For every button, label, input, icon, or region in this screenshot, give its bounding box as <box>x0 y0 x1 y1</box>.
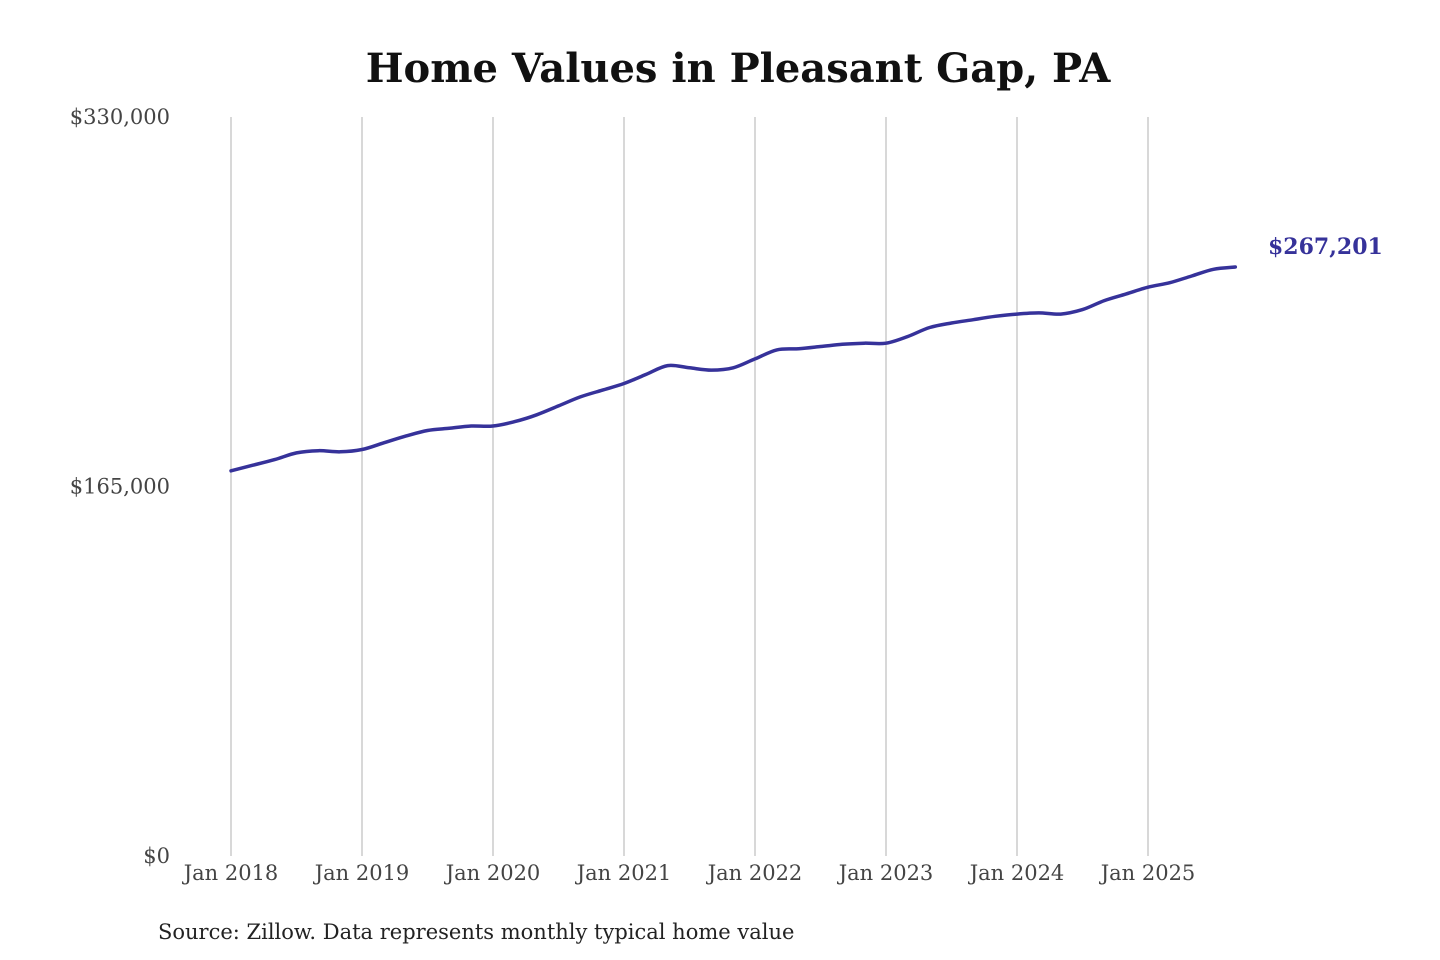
x-axis-ticks: Jan 2018 Jan 2019 Jan 2020 Jan 2021 Jan 2022… <box>182 861 1196 885</box>
series-line <box>229 265 1238 473</box>
x-tick-label: Jan 2021 <box>575 861 672 885</box>
x-tick-label: Jan 2018 <box>182 861 279 885</box>
y-tick-label: $0 <box>143 844 170 868</box>
x-tick-label: Jan 2025 <box>1099 861 1196 885</box>
y-axis-ticks: $0 $165,000 $330,000 <box>70 105 170 868</box>
chart-title: Home Values in Pleasant Gap, PA <box>366 45 1111 92</box>
x-tick-label: Jan 2023 <box>837 861 934 885</box>
x-tick-label: Jan 2020 <box>444 861 541 885</box>
gridlines <box>230 117 1149 856</box>
end-value-label: $267,201 <box>1268 234 1383 260</box>
x-tick-label: Jan 2022 <box>706 861 803 885</box>
y-tick-label: $165,000 <box>70 475 170 499</box>
x-tick-label: Jan 2024 <box>968 861 1065 885</box>
series-layer <box>229 265 1238 473</box>
source-note: Source: Zillow. Data represents monthly … <box>158 920 794 944</box>
y-tick-label: $330,000 <box>70 105 170 129</box>
x-tick-label: Jan 2019 <box>313 861 410 885</box>
